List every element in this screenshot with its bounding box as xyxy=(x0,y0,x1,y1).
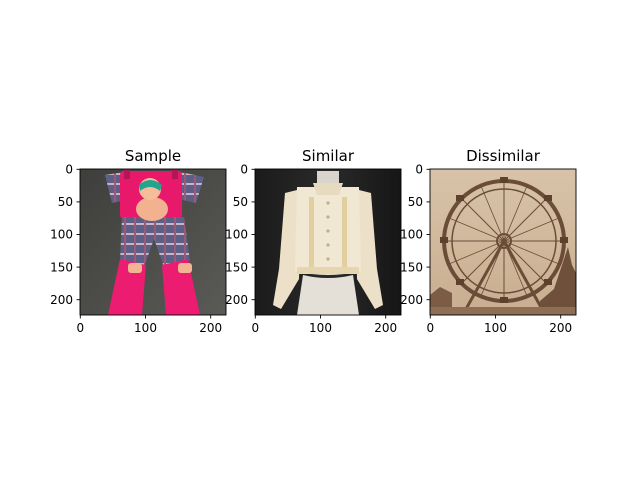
y-ticks-dissimilar: 0 50 100 150 200 xyxy=(400,163,430,307)
x-tick-label-0: 0 xyxy=(426,321,434,335)
panel-similar: Similar xyxy=(225,147,402,335)
x-tick-label-100: 100 xyxy=(309,321,332,335)
x-tick-label-100: 100 xyxy=(484,321,507,335)
y-tick-label-100: 100 xyxy=(50,228,73,242)
panel-title-dissimilar: Dissimilar xyxy=(466,147,541,165)
panel-dissimilar: Dissimilar xyxy=(400,147,577,335)
y-tick-label-50: 50 xyxy=(233,195,248,209)
x-ticks-similar: 0 100 200 xyxy=(251,315,397,335)
y-tick-label-150: 150 xyxy=(50,260,73,274)
y-tick-label-0: 0 xyxy=(65,163,73,177)
x-tick-label-100: 100 xyxy=(134,321,157,335)
y-tick-label-150: 150 xyxy=(225,260,248,274)
y-tick-label-200: 200 xyxy=(225,293,248,307)
panel-sample: Sample xyxy=(50,147,227,335)
y-tick-label-200: 200 xyxy=(400,293,423,307)
axes-frame-dissimilar xyxy=(429,168,577,316)
x-tick-label-0: 0 xyxy=(76,321,84,335)
axes-frame-sample xyxy=(79,168,227,316)
image-dissimilar xyxy=(430,169,576,315)
y-tick-label-0: 0 xyxy=(415,163,423,177)
y-tick-label-150: 150 xyxy=(400,260,423,274)
y-tick-label-50: 50 xyxy=(408,195,423,209)
image-similar xyxy=(255,169,401,315)
x-tick-label-200: 200 xyxy=(549,321,572,335)
x-ticks-dissimilar: 0 100 200 xyxy=(426,315,572,335)
y-tick-label-0: 0 xyxy=(240,163,248,177)
axes-frame-similar xyxy=(254,168,402,316)
panel-title-similar: Similar xyxy=(302,147,355,165)
panel-title-sample: Sample xyxy=(125,147,181,165)
y-tick-label-50: 50 xyxy=(58,195,73,209)
x-tick-label-200: 200 xyxy=(199,321,222,335)
x-ticks-sample: 0 100 200 xyxy=(76,315,222,335)
image-sample xyxy=(80,169,226,315)
y-ticks-sample: 0 50 100 150 200 xyxy=(50,163,80,307)
y-ticks-similar: 0 50 100 150 200 xyxy=(225,163,255,307)
x-tick-label-0: 0 xyxy=(251,321,259,335)
y-tick-label-200: 200 xyxy=(50,293,73,307)
x-tick-label-200: 200 xyxy=(374,321,397,335)
y-tick-label-100: 100 xyxy=(400,228,423,242)
y-tick-label-100: 100 xyxy=(225,228,248,242)
